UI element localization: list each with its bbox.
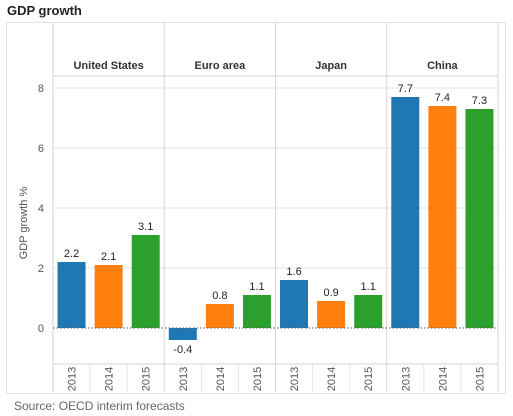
y-tick-label: 6 [38,143,44,155]
data-label: 0.8 [212,290,227,302]
y-axis-title: GDP growth % [18,187,30,260]
bar [168,328,197,340]
bar [428,106,457,328]
data-label: 7.4 [435,92,450,104]
bar [57,262,86,328]
data-label: 7.7 [398,83,413,95]
data-label: 1.6 [286,266,301,278]
bar [205,304,234,328]
bar [94,265,123,328]
x-tick-label: 2015 [252,367,264,391]
chart-title: GDP growth [7,3,82,18]
panel-label: Japan [315,60,347,72]
panel-label: United States [73,60,143,72]
data-label: 2.2 [64,248,79,260]
gdp-growth-chart: 0 2 4 6 8 GDP growth % United States 2.2 2013 2.1… [18,22,499,392]
x-tick-label: 2013 [178,367,190,391]
x-tick-label: 2013 [289,367,301,391]
x-tick-label: 2013 [67,367,79,391]
bar [131,235,160,328]
panel-label: China [427,60,458,72]
panel-label: Euro area [195,60,247,72]
bar [280,280,309,328]
data-label: 1.1 [249,281,264,293]
bar [391,97,420,328]
data-label: 0.9 [323,287,338,299]
x-tick-label: 2014 [104,367,116,391]
chart-frame [6,22,506,394]
bar [465,109,494,328]
data-label: 7.3 [472,95,487,107]
x-tick-label: 2014 [326,367,338,391]
bar [242,295,271,328]
data-label: 3.1 [138,221,153,233]
y-tick-label: 4 [38,203,44,215]
x-tick-label: 2015 [474,367,486,391]
x-tick-label: 2015 [141,367,153,391]
bar [317,301,346,328]
data-label: 1.1 [361,281,376,293]
x-tick-label: 2013 [400,367,412,391]
x-tick-label: 2014 [437,367,449,391]
y-tick-label: 0 [38,323,44,335]
x-tick-label: 2015 [363,367,375,391]
source-note: Source: OECD interim forecasts [14,399,185,413]
bar [354,295,383,328]
data-label: 2.1 [101,251,116,263]
y-tick-label: 2 [38,263,44,275]
x-tick-label: 2014 [215,367,227,391]
y-tick-label: 8 [38,83,44,95]
data-label: -0.4 [173,344,192,356]
